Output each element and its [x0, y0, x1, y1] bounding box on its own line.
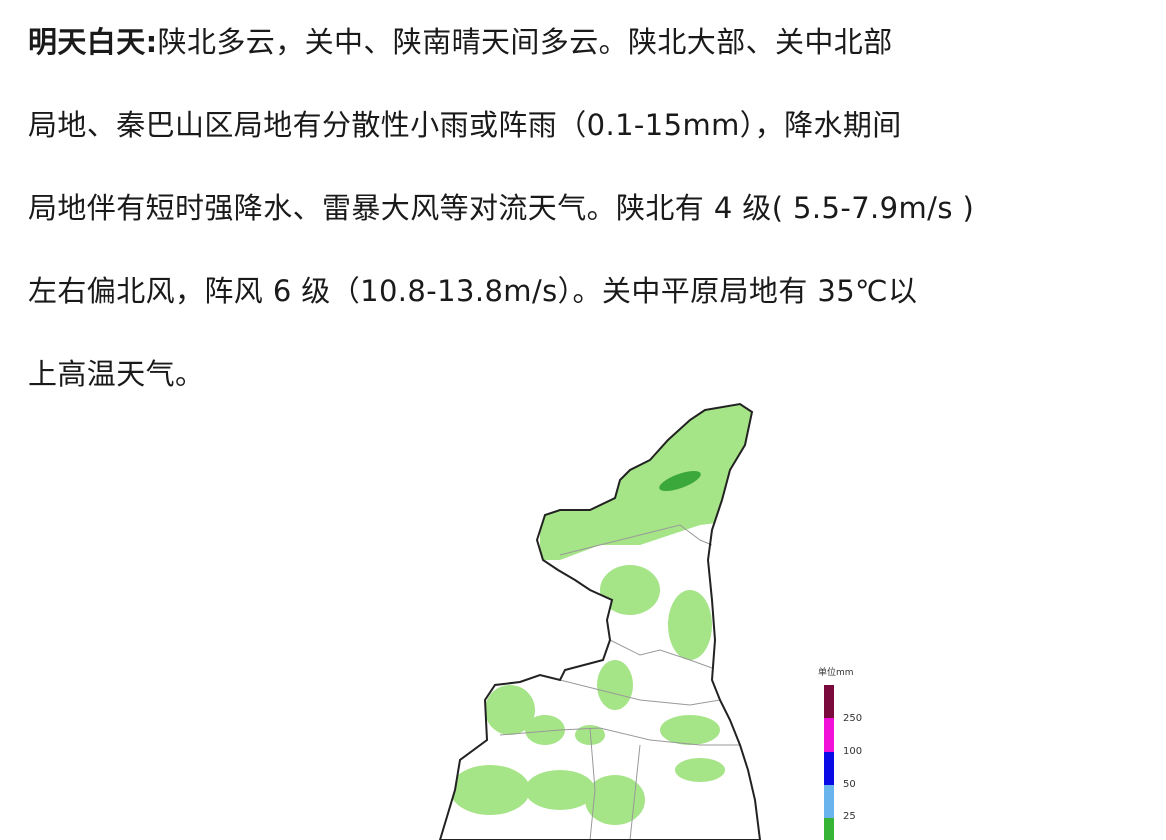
legend-swatch — [824, 685, 834, 718]
text-line-content: 陕北多云，关中、陕南晴天间多云。陕北大部、关中北部 — [157, 25, 893, 59]
legend-bar — [824, 685, 834, 840]
forecast-lead: 明天白天: — [28, 25, 158, 59]
rain-area — [525, 715, 565, 745]
rain-areas — [440, 404, 760, 840]
legend-title: 单位mm — [818, 668, 854, 678]
rain-area — [485, 685, 535, 735]
rain-area — [597, 660, 633, 710]
rain-area — [600, 565, 660, 615]
text-line: 明天白天:陕北多云，关中、陕南晴天间多云。陕北大部、关中北部 — [28, 14, 1148, 97]
forecast-paragraph: 明天白天:陕北多云，关中、陕南晴天间多云。陕北大部、关中北部 局地、秦巴山区局地… — [28, 14, 1148, 429]
rain-area — [525, 770, 595, 810]
heavy-rain-area — [659, 471, 701, 491]
legend-swatch — [824, 785, 834, 818]
rain-area — [675, 758, 725, 782]
legend-swatch — [824, 718, 834, 752]
city-boundaries — [499, 524, 740, 840]
rain-area — [585, 775, 645, 825]
legend-tick: 50 — [843, 779, 856, 790]
rain-area — [668, 590, 712, 660]
text-line: 局地、秦巴山区局地有分散性小雨或阵雨（0.1-15mm），降水期间 — [28, 108, 902, 142]
rain-area — [575, 725, 605, 745]
rain-area — [660, 715, 720, 745]
legend-swatch — [824, 752, 834, 785]
rain-area-north — [540, 404, 760, 560]
legend-tick: 100 — [843, 746, 863, 757]
text-line: 左右偏北风，阵风 6 级（10.8-13.8m/s）。关中平原局地有 35℃以 — [28, 274, 918, 308]
text-line: 局地伴有短时强降水、雷暴大风等对流天气。陕北有 4 级( 5.5-7.9m/s … — [28, 191, 975, 225]
rain-area — [450, 765, 530, 815]
legend-swatch — [824, 818, 834, 840]
legend-tick: 25 — [843, 811, 856, 822]
legend-tick: 250 — [843, 713, 863, 724]
text-line: 上高温天气。 — [28, 357, 205, 391]
